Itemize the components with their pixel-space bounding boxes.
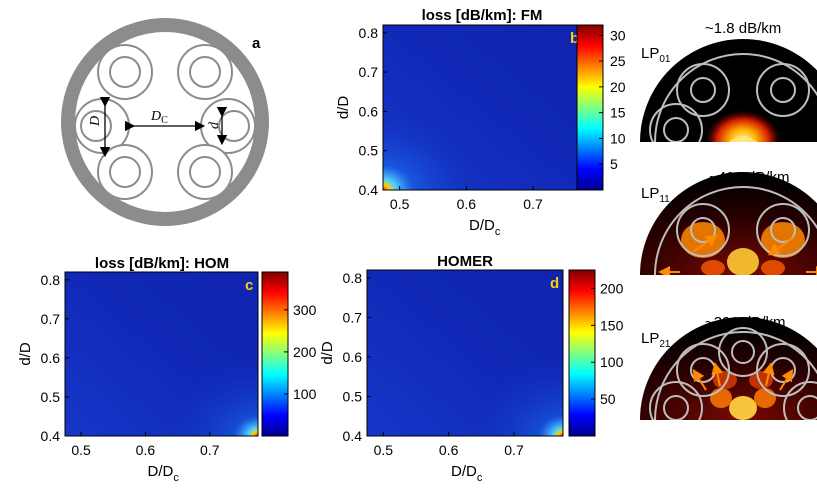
x-axis-label-subscript: c — [477, 472, 483, 484]
x-tick-label: 0.6 — [457, 196, 477, 212]
colorbar-tick-label: 200 — [600, 280, 624, 296]
mode-lp11-loss: ~400 dB/km — [709, 169, 789, 186]
y-tick-label: 0.4 — [359, 182, 379, 198]
heatmap-panel-c: 0.5 0.6 0.7 0.4 0.5 0.6 0.7 0.8 loss [dB/km]: HO… — [17, 255, 317, 484]
mode-lp21-loss: ~390 dB/km — [705, 314, 785, 331]
colorbar — [568, 269, 596, 437]
x-tick-label: 0.7 — [200, 442, 220, 458]
x-tick-label: 0.7 — [523, 196, 543, 212]
y-tick-label: 0.4 — [41, 428, 61, 444]
dimension-D-label: D — [88, 116, 103, 127]
x-axis-label: D/Dc — [469, 217, 501, 238]
colorbar-tick-label: 30 — [610, 27, 626, 43]
plot-frame — [366, 269, 564, 437]
x-tick-label: 0.6 — [439, 442, 459, 458]
y-tick-label: 0.8 — [41, 272, 61, 288]
heatmap-panel-b: 0.5 0.6 0.7 0.4 0.5 0.6 0.7 0.8 loss [dB/km]: FM… — [335, 7, 626, 238]
panel-label: c — [245, 277, 253, 294]
y-axis-label: d/D — [17, 342, 34, 366]
y-tick-label: 0.6 — [41, 350, 61, 366]
colorbar-tick-label: 20 — [610, 79, 626, 95]
x-tick-label: 0.5 — [71, 442, 91, 458]
panel-label: b — [570, 30, 579, 47]
dimension-Dc-label: DC — [150, 109, 168, 126]
y-tick-label: 0.8 — [343, 270, 363, 286]
x-tick-label: 0.5 — [390, 196, 410, 212]
panel-a-label: a — [252, 35, 261, 52]
colorbar-tick-label: 100 — [600, 354, 624, 370]
chart-title: loss [dB/km]: FM — [422, 7, 543, 24]
mode-profiles-panel: ~1.8 dB/km LP01 ~400 dB/km LP11 — [640, 20, 817, 420]
x-tick-label: 0.7 — [504, 442, 524, 458]
y-tick-label: 0.4 — [343, 428, 363, 444]
y-tick-label: 0.5 — [41, 389, 61, 405]
heatmap-hotspot — [367, 270, 563, 436]
colorbar-tick-label: 25 — [610, 53, 626, 69]
colorbar-tick-label: 50 — [600, 391, 616, 407]
y-tick-label: 0.8 — [359, 25, 379, 41]
dimension-d-label: d — [207, 121, 222, 129]
x-tick-label: 0.6 — [136, 442, 156, 458]
colorbar-tick-label: 300 — [293, 302, 317, 318]
mode-lp01-name: LP01 — [641, 45, 671, 65]
chart-title: loss [dB/km]: HOM — [95, 255, 229, 272]
heatmap-hotspot — [65, 272, 258, 436]
colorbar — [261, 271, 289, 437]
colorbar-tick-label: 10 — [610, 130, 626, 146]
x-axis-label: D/Dc — [148, 463, 180, 484]
x-axis-label-subscript: c — [173, 472, 179, 484]
heatmap-panel-d: 0.5 0.6 0.7 0.4 0.5 0.6 0.7 0.8 HOMER d D/Dc d/D 50 1… — [319, 253, 624, 484]
heatmap-hotspot — [383, 25, 583, 190]
x-axis-label: D/Dc — [451, 463, 483, 484]
y-tick-label: 0.5 — [359, 143, 379, 159]
y-tick-label: 0.5 — [343, 388, 363, 404]
cladding-tubes — [74, 44, 256, 200]
colorbar-tick-label: 15 — [610, 105, 626, 121]
y-tick-label: 0.7 — [359, 64, 379, 80]
y-axis-label: d/D — [319, 341, 336, 365]
x-tick-label: 0.5 — [374, 442, 394, 458]
chart-title: HOMER — [437, 253, 493, 270]
mode-lp21-name: LP21 — [641, 330, 671, 350]
x-axis-label-subscript: c — [495, 226, 501, 238]
colorbar-tick-label: 200 — [293, 344, 317, 360]
fiber-cross-section-diagram: D DC d — [61, 18, 269, 226]
panel-label: d — [550, 275, 559, 292]
colorbar-tick-label: 150 — [600, 317, 624, 333]
heatmap-charts: 0.5 0.6 0.7 0.4 0.5 0.6 0.7 0.8 loss [dB/km]: FM… — [17, 7, 626, 484]
colorbar-tick-label: 100 — [293, 386, 317, 402]
colorbar — [576, 24, 604, 191]
y-axis-label: d/D — [335, 96, 352, 120]
mode-profile-lp11 — [640, 172, 817, 275]
mode-lp11-name: LP11 — [641, 185, 670, 205]
colorbar-tick-label: 5 — [610, 156, 618, 172]
mode-lp01-loss: ~1.8 dB/km — [705, 20, 781, 37]
y-tick-label: 0.6 — [343, 349, 363, 365]
y-tick-label: 0.6 — [359, 103, 379, 119]
y-tick-label: 0.7 — [41, 311, 61, 327]
plot-frame — [64, 271, 259, 437]
y-tick-label: 0.7 — [343, 309, 363, 325]
